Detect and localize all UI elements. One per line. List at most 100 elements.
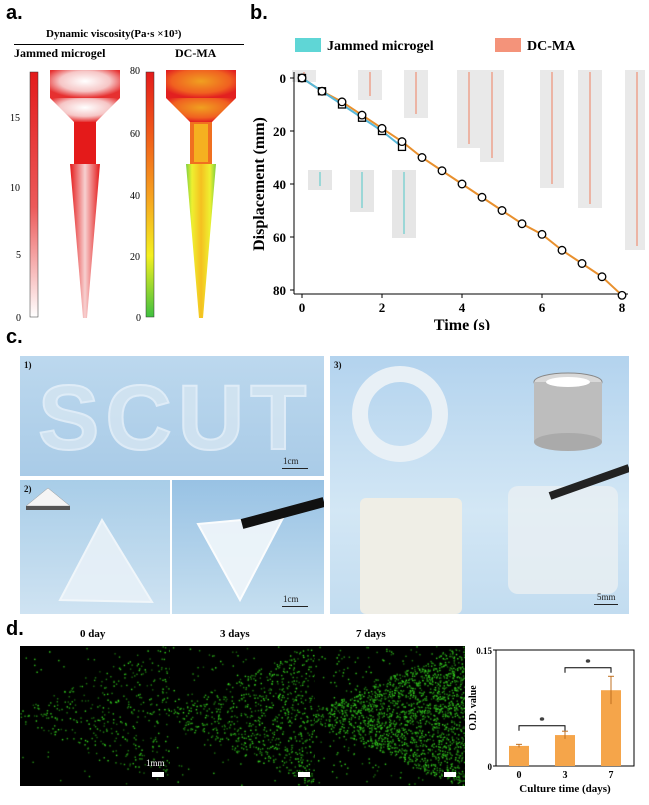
y-tick-label: 0 <box>280 71 287 86</box>
data-point-circle <box>457 179 467 189</box>
y-axis-label: O.D. value <box>468 685 479 731</box>
y-tick-label: 80 <box>273 283 286 298</box>
significance-bracket <box>564 667 612 673</box>
legend-swatch <box>295 38 321 52</box>
significance-star: * <box>539 715 545 727</box>
x-axis-label: Time (s) <box>434 317 490 330</box>
data-point-circle <box>417 153 427 162</box>
data-point-circle <box>517 219 527 229</box>
photo-triangle-flat <box>20 480 170 614</box>
scalebar-1-text: 1cm <box>283 456 299 466</box>
data-point-circle <box>317 86 327 96</box>
viscosity-simulation <box>29 70 236 318</box>
data-point-circle <box>357 110 367 120</box>
inset-image <box>625 70 645 250</box>
label-jammed-microgel: Jammed microgel <box>14 46 106 60</box>
right-tick-20: 20 <box>130 252 140 263</box>
colorbar-jammed <box>29 71 39 318</box>
title-rule <box>14 44 244 45</box>
bar <box>509 745 529 766</box>
y-tick-label: 0.15 <box>476 646 492 656</box>
scalebar-2 <box>282 606 308 607</box>
x-tick-label: 0 <box>517 770 522 781</box>
x-tick-label: 6 <box>539 300 546 315</box>
left-tick-0: 0 <box>16 313 21 324</box>
tweezers <box>240 497 324 529</box>
tube-held <box>508 486 618 594</box>
sub-label-2: 2) <box>24 484 32 494</box>
y-tick-label: 60 <box>273 230 286 245</box>
series-line <box>301 77 403 148</box>
data-point-circle <box>397 137 407 147</box>
data-point-circle <box>577 259 587 268</box>
data-point-circle <box>557 245 567 255</box>
panel-label-b: b. <box>250 2 268 24</box>
data-point-circle <box>297 73 307 83</box>
left-tick-15: 15 <box>10 113 20 124</box>
nozzle-dcma <box>166 70 236 318</box>
label-dc-ma: DC-MA <box>175 46 217 60</box>
data-point-circle <box>437 166 447 176</box>
data-point-circle <box>617 290 627 300</box>
label-0-day: 0 day <box>80 628 106 640</box>
x-tick-label: 4 <box>459 300 466 315</box>
colorbar-dcma <box>145 71 155 318</box>
legend-label: DC-MA <box>527 39 576 54</box>
photo-tube <box>330 356 629 614</box>
label-7-days: 7 days <box>356 628 386 640</box>
x-tick-label: 8 <box>619 300 626 315</box>
data-point-circle <box>597 272 607 282</box>
legend-swatch <box>495 38 521 52</box>
data-point-circle <box>497 206 507 215</box>
bar <box>555 735 575 766</box>
panel-label-a: a. <box>6 2 23 24</box>
ring-top-view <box>352 366 448 462</box>
data-point-circle <box>377 123 387 133</box>
x-tick-label: 7 <box>609 770 614 781</box>
x-tick-label: 2 <box>379 300 386 315</box>
right-tick-80: 80 <box>130 66 140 77</box>
sub-label-1: 1) <box>24 360 32 370</box>
fluorescence-day7 <box>315 646 465 786</box>
scalebar-1 <box>282 468 308 469</box>
data-point-circle <box>337 97 347 107</box>
y-axis-label: Displacement (mm) <box>251 117 268 251</box>
nozzle-jammed <box>50 70 120 318</box>
y-tick-label: 0 <box>488 762 493 772</box>
scalebar-3 <box>594 604 618 605</box>
triangle-model <box>25 487 71 507</box>
displacement-chart: Jammed microgel DC-MA 0 20 40 60 80 0 2 4 6 8 Time (… <box>251 38 645 330</box>
cylinder-model <box>534 382 602 442</box>
scalebar-d2 <box>298 772 310 777</box>
left-tick-5: 5 <box>16 250 21 261</box>
photo-triangle-held <box>172 480 324 614</box>
right-tick-0: 0 <box>136 313 141 324</box>
triangle-scaffold <box>58 517 154 604</box>
significance-star: * <box>585 657 591 669</box>
tube-side-view <box>360 498 462 614</box>
sub-label-3: 3) <box>334 360 342 370</box>
scalebar-d-text: 1mm <box>146 758 165 768</box>
y-tick-label: 40 <box>273 177 286 192</box>
scalebar-3-text: 5mm <box>597 592 616 602</box>
bar <box>601 690 621 766</box>
data-point-circle <box>537 229 547 239</box>
triangle-held <box>196 514 286 603</box>
scalebar-2-text: 1cm <box>283 594 299 604</box>
x-axis-label: Culture time (days) <box>519 783 611 795</box>
panel-label-d: d. <box>6 618 24 640</box>
fluorescence-day3 <box>170 646 315 786</box>
fluorescence-day0 <box>20 646 170 786</box>
photo-scut: SCUT <box>20 356 324 476</box>
data-point-circle <box>477 192 487 202</box>
left-tick-10: 10 <box>10 183 20 194</box>
scut-text: SCUT <box>37 366 313 470</box>
x-tick-label: 0 <box>299 300 306 315</box>
od-bar-chart: 0 0.15 0 3 7 * * Culture time (days) O.D. value <box>468 646 635 795</box>
y-tick-label: 20 <box>273 124 286 139</box>
viscosity-title: Dynamic viscosity(Pa·s ×10³) <box>46 28 182 40</box>
right-tick-60: 60 <box>130 129 140 140</box>
label-3-days: 3 days <box>220 628 250 640</box>
scalebar-d3 <box>444 772 456 777</box>
right-tick-40: 40 <box>130 191 140 202</box>
